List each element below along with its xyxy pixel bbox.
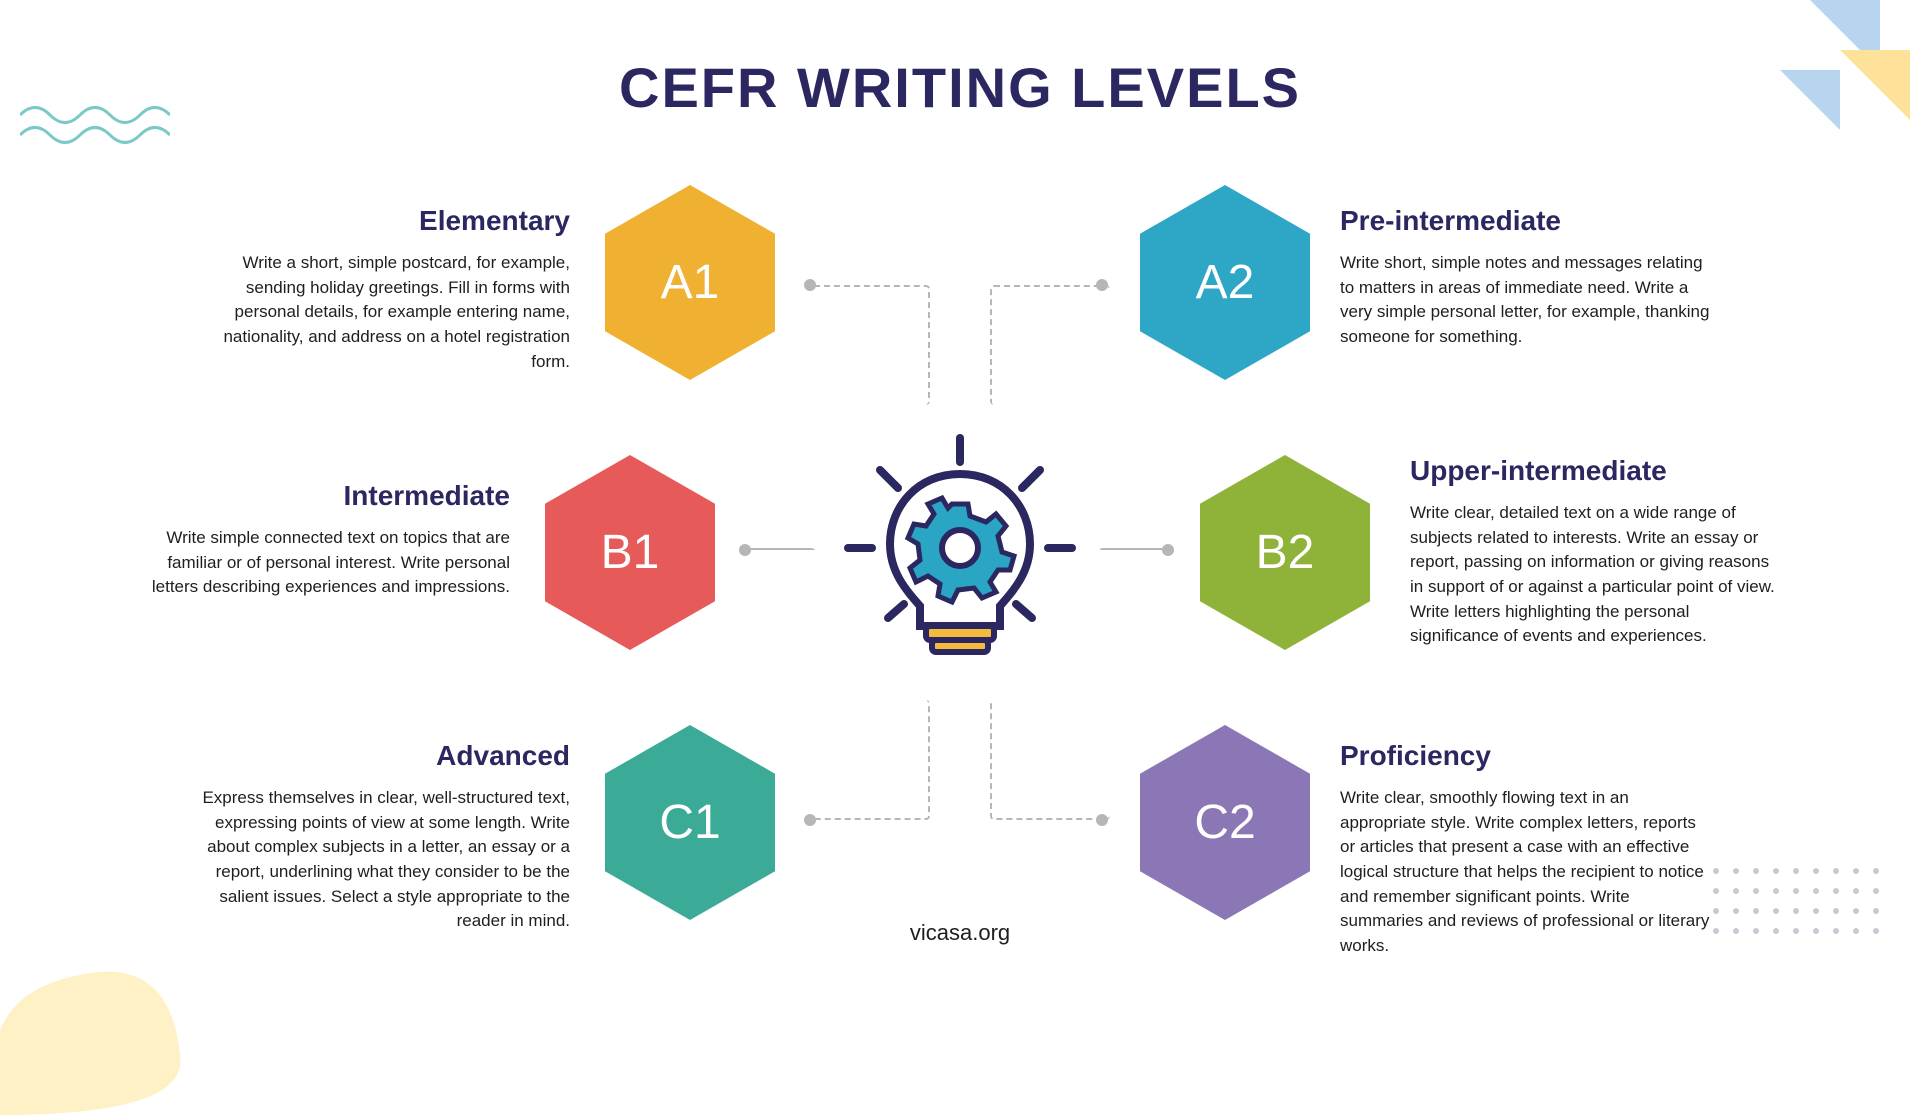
connector-line — [990, 285, 1110, 405]
level-title-c2: Proficiency — [1340, 740, 1710, 772]
level-description-a2: Write short, simple notes and messages r… — [1340, 251, 1710, 350]
blob-decoration — [0, 855, 220, 1120]
level-description-b2: Write clear, detailed text on a wide ran… — [1410, 501, 1780, 649]
level-title-b2: Upper-intermediate — [1410, 455, 1780, 487]
level-hexagon-b2: B2 — [1200, 455, 1370, 650]
connector-line — [745, 548, 815, 550]
level-text-b1: Intermediate Write simple connected text … — [140, 480, 510, 600]
level-hexagon-b1: B1 — [545, 455, 715, 650]
attribution-text: vicasa.org — [910, 920, 1010, 946]
level-description-c2: Write clear, smoothly flowing text in an… — [1340, 786, 1710, 958]
connector-dot — [739, 544, 751, 556]
level-hexagon-a2: A2 — [1140, 185, 1310, 380]
level-title-a1: Elementary — [200, 205, 570, 237]
connector-line — [810, 285, 930, 405]
level-description-c1: Express themselves in clear, well-struct… — [200, 786, 570, 934]
page-title: CEFR WRITING LEVELS — [619, 55, 1301, 120]
level-title-b1: Intermediate — [140, 480, 510, 512]
connector-dot — [1162, 544, 1174, 556]
level-hexagon-c1: C1 — [605, 725, 775, 920]
corner-triangles-decoration — [1780, 0, 1920, 140]
lightbulb-gear-icon — [840, 430, 1080, 670]
level-text-a2: Pre-intermediate Write short, simple note… — [1340, 205, 1710, 350]
dots-decoration — [1710, 865, 1890, 960]
level-hexagon-c2: C2 — [1140, 725, 1310, 920]
level-text-a1: Elementary Write a short, simple postcard… — [200, 205, 570, 374]
connector-line — [810, 700, 930, 820]
level-hexagon-a1: A1 — [605, 185, 775, 380]
level-text-c2: Proficiency Write clear, smoothly flowing… — [1340, 740, 1710, 958]
level-description-b1: Write simple connected text on topics th… — [140, 526, 510, 600]
wave-decoration — [20, 100, 170, 165]
level-text-c1: Advanced Express themselves in clear, wel… — [200, 740, 570, 934]
level-title-c1: Advanced — [200, 740, 570, 772]
level-text-b2: Upper-intermediate Write clear, detailed … — [1410, 455, 1780, 649]
connector-line — [1100, 548, 1170, 550]
connector-line — [990, 700, 1110, 820]
level-description-a1: Write a short, simple postcard, for exam… — [200, 251, 570, 374]
level-title-a2: Pre-intermediate — [1340, 205, 1710, 237]
